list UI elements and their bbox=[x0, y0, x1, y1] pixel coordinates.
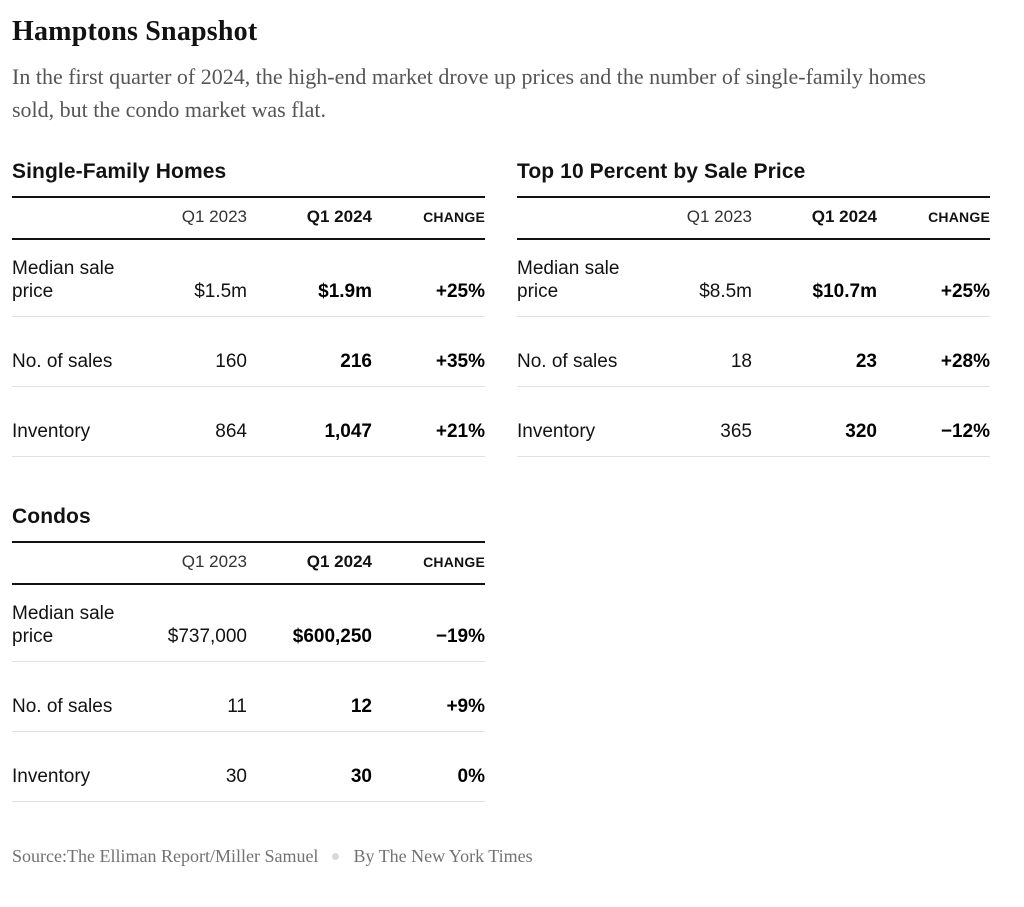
condos-table: Q1 2023 Q1 2024 CHANGE Median sale price… bbox=[12, 541, 485, 802]
q1-2023-value: 365 bbox=[720, 421, 752, 443]
q1-2024-value: $1.9m bbox=[318, 281, 372, 303]
q1-2023-value: 30 bbox=[225, 766, 247, 788]
col-header-q1-2024: Q1 2024 bbox=[306, 207, 372, 227]
dot-separator-icon bbox=[332, 853, 340, 861]
q1-2024-value: 1,047 bbox=[324, 421, 372, 443]
row-label: Inventory bbox=[12, 766, 91, 788]
col-header-q1-2024: Q1 2024 bbox=[811, 207, 877, 227]
table-header-row: Q1 2023 Q1 2024 CHANGE bbox=[12, 197, 485, 240]
col-header-q1-2023: Q1 2023 bbox=[686, 207, 752, 227]
col-header-change: CHANGE bbox=[423, 209, 485, 226]
q1-2024-value: $10.7m bbox=[812, 281, 877, 303]
col-header-change: CHANGE bbox=[423, 554, 485, 571]
table-header-row: Q1 2023 Q1 2024 CHANGE bbox=[12, 542, 485, 585]
q1-2023-value: 11 bbox=[227, 696, 247, 718]
table-row: No. of sales 160 216 +35% bbox=[12, 317, 485, 387]
row-label: Inventory bbox=[517, 421, 596, 443]
source-footer: Source:The Elliman Report/Miller Samuel … bbox=[12, 846, 990, 867]
single-family-table: Q1 2023 Q1 2024 CHANGE Median sale price… bbox=[12, 196, 485, 457]
change-value: +35% bbox=[435, 351, 485, 373]
source-text: Source:The Elliman Report/Miller Samuel bbox=[12, 846, 319, 867]
q1-2024-value: 23 bbox=[855, 351, 877, 373]
q1-2024-value: 12 bbox=[350, 696, 372, 718]
table-row: Inventory 365 320 −12% bbox=[517, 387, 990, 457]
row-label: No. of sales bbox=[12, 351, 113, 373]
top-10-percent-table: Q1 2023 Q1 2024 CHANGE Median sale price… bbox=[517, 196, 990, 457]
table-title: Single-Family Homes bbox=[12, 160, 227, 184]
row-label: Inventory bbox=[12, 421, 91, 443]
left-column: Single-Family Homes Q1 2023 Q1 2024 CHAN… bbox=[12, 160, 485, 802]
row-label: No. of sales bbox=[517, 351, 618, 373]
q1-2023-value: 18 bbox=[730, 351, 752, 373]
page-title: Hamptons Snapshot bbox=[12, 16, 258, 47]
table-single-family-homes: Single-Family Homes Q1 2023 Q1 2024 CHAN… bbox=[12, 160, 485, 457]
table-row: Inventory 30 30 0% bbox=[12, 732, 485, 802]
row-label: Median sale price bbox=[517, 258, 620, 303]
change-value: −12% bbox=[940, 421, 990, 443]
q1-2024-value: $600,250 bbox=[292, 626, 372, 648]
q1-2023-value: $1.5m bbox=[194, 281, 247, 303]
q1-2024-value: 320 bbox=[845, 421, 877, 443]
row-label: Median sale price bbox=[12, 603, 115, 648]
q1-2023-value: 160 bbox=[215, 351, 247, 373]
q1-2023-value: 864 bbox=[215, 421, 247, 443]
col-header-change: CHANGE bbox=[928, 209, 990, 226]
table-header-row: Q1 2023 Q1 2024 CHANGE bbox=[517, 197, 990, 240]
table-row: Median sale price $737,000 $600,250 −19% bbox=[12, 584, 485, 662]
change-value: +25% bbox=[435, 281, 485, 303]
change-value: 0% bbox=[457, 766, 485, 788]
col-header-q1-2023: Q1 2023 bbox=[181, 552, 247, 572]
empty-header-cell bbox=[517, 197, 637, 239]
q1-2024-value: 216 bbox=[340, 351, 372, 373]
table-row: Median sale price $8.5m $10.7m +25% bbox=[517, 239, 990, 317]
change-value: +28% bbox=[940, 351, 990, 373]
table-title: Top 10 Percent by Sale Price bbox=[517, 160, 806, 184]
q1-2023-value: $8.5m bbox=[699, 281, 752, 303]
table-row: No. of sales 11 12 +9% bbox=[12, 662, 485, 732]
empty-header-cell bbox=[12, 542, 132, 584]
row-label: Median sale price bbox=[12, 258, 115, 303]
change-value: +25% bbox=[940, 281, 990, 303]
col-header-q1-2024: Q1 2024 bbox=[306, 552, 372, 572]
table-condos: Condos Q1 2023 Q1 2024 CHANGE Median sal… bbox=[12, 505, 485, 802]
q1-2024-value: 30 bbox=[350, 766, 372, 788]
page-subtitle: In the first quarter of 2024, the high-e… bbox=[12, 64, 926, 123]
table-title: Condos bbox=[12, 505, 91, 529]
tables-grid: Single-Family Homes Q1 2023 Q1 2024 CHAN… bbox=[12, 160, 990, 802]
right-column: Top 10 Percent by Sale Price Q1 2023 Q1 … bbox=[517, 160, 990, 457]
q1-2023-value: $737,000 bbox=[167, 626, 247, 648]
table-row: Inventory 864 1,047 +21% bbox=[12, 387, 485, 457]
change-value: −19% bbox=[435, 626, 485, 648]
table-top-10-percent: Top 10 Percent by Sale Price Q1 2023 Q1 … bbox=[517, 160, 990, 457]
change-value: +9% bbox=[446, 696, 485, 718]
table-row: Median sale price $1.5m $1.9m +25% bbox=[12, 239, 485, 317]
empty-header-cell bbox=[12, 197, 132, 239]
row-label: No. of sales bbox=[12, 696, 113, 718]
table-row: No. of sales 18 23 +28% bbox=[517, 317, 990, 387]
change-value: +21% bbox=[435, 421, 485, 443]
byline-text: By The New York Times bbox=[353, 846, 533, 867]
col-header-q1-2023: Q1 2023 bbox=[181, 207, 247, 227]
